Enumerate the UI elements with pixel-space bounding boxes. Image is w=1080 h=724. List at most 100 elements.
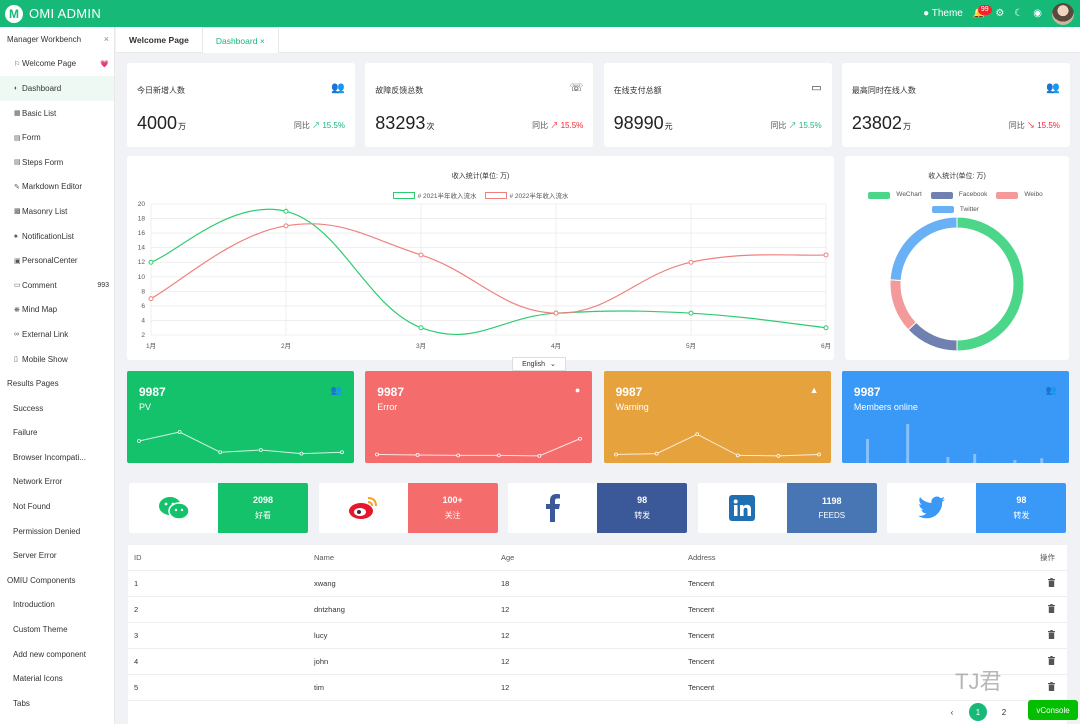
sidebar-item-markdown-editor[interactable]: ✎ Markdown Editor xyxy=(0,175,114,200)
legend-item[interactable]: WeChart xyxy=(868,189,925,201)
sidebar-item-result[interactable]: Not Found xyxy=(0,494,114,519)
legend-2022[interactable]: # 2022半年收入流水 xyxy=(484,190,568,200)
stat-title: 今日新增人数 xyxy=(137,86,185,95)
metric-card: 9987 Members online 👥 xyxy=(841,371,1069,463)
notification-button[interactable]: 🔔 99 xyxy=(973,5,992,19)
theme-button[interactable]: ● Theme xyxy=(923,8,963,19)
sidebar-item-result[interactable]: Success xyxy=(0,396,114,421)
column-header[interactable]: Address xyxy=(688,553,716,562)
sidebar-item-external-link[interactable]: ∞ External Link xyxy=(0,322,114,347)
social-label: 关注 xyxy=(444,511,461,520)
sidebar-item-result[interactable]: Permission Denied xyxy=(0,519,114,544)
pie-slice[interactable] xyxy=(889,279,917,331)
prev-page-button[interactable]: ‹ xyxy=(950,707,954,717)
data-point[interactable] xyxy=(823,252,829,258)
delete-icon[interactable] xyxy=(988,578,1067,589)
data-point[interactable] xyxy=(823,325,829,331)
social-card-wechat[interactable]: 2098 好看 xyxy=(129,483,308,533)
social-card-linkedin[interactable]: 1198 FEEDS xyxy=(697,483,877,533)
sidebar-item-notificationlist[interactable]: ♠ NotificationList xyxy=(0,224,114,249)
data-point[interactable] xyxy=(418,252,424,258)
settings-icon[interactable]: ⚙ xyxy=(995,8,1005,19)
y-tick-label: 18 xyxy=(138,216,146,223)
sidebar-item-component[interactable]: Introduction xyxy=(0,593,114,618)
delete-icon[interactable] xyxy=(988,630,1067,641)
sidebar-item-dashboard[interactable]: ◐ Dashboard xyxy=(0,76,114,101)
tab-welcome-page[interactable]: Welcome Page xyxy=(116,27,202,53)
sidebar-item-result[interactable]: Browser Incompati... xyxy=(0,445,114,470)
sidebar-group-components[interactable]: OMIU Components xyxy=(0,568,114,593)
data-point[interactable] xyxy=(553,310,559,316)
legend-label: Weibo xyxy=(1024,191,1043,198)
tab-dashboard[interactable]: Dashboard × xyxy=(201,27,279,53)
data-point[interactable] xyxy=(148,296,154,302)
avatar[interactable] xyxy=(1052,2,1074,25)
column-header[interactable]: Age xyxy=(501,553,515,562)
column-header[interactable]: Name xyxy=(314,553,335,562)
github-icon[interactable]: ◉ xyxy=(1033,8,1042,19)
sidebar-item-mobile-show[interactable]: ▯ Mobile Show xyxy=(0,347,114,372)
close-icon[interactable]: × xyxy=(103,34,109,45)
sidebar-label: Add new component xyxy=(13,649,86,659)
column-header[interactable]: ID xyxy=(134,553,142,562)
sidebar-item-component[interactable]: Tabs xyxy=(0,691,114,716)
data-point[interactable] xyxy=(688,259,694,265)
close-icon[interactable]: × xyxy=(259,35,265,46)
page-button[interactable]: 2 xyxy=(1001,707,1007,717)
legend-item[interactable]: Twitter xyxy=(931,204,982,216)
sidebar-group-workbench[interactable]: Manager Workbench × xyxy=(0,27,114,52)
sidebar-item-component[interactable]: Custom Theme xyxy=(0,617,114,642)
table-row: 4 john 12 Tencent xyxy=(128,649,1067,675)
column-header[interactable]: 操作 xyxy=(1040,553,1055,562)
y-tick-label: 8 xyxy=(141,288,145,295)
sidebar-item-result[interactable]: Network Error xyxy=(0,470,114,495)
legend-item[interactable]: Facebook xyxy=(930,189,991,201)
dark-mode-icon[interactable]: ☾ xyxy=(1014,8,1024,19)
delete-icon[interactable] xyxy=(988,682,1067,693)
sidebar-item-masonry-list[interactable]: ▩ Masonry List xyxy=(0,199,114,224)
delete-icon[interactable] xyxy=(988,604,1067,615)
language-select[interactable]: English ⌄ xyxy=(512,357,566,371)
pie-slice[interactable] xyxy=(907,321,958,352)
page-button[interactable]: 1 xyxy=(969,703,987,721)
sidebar-item-result[interactable]: Failure xyxy=(0,421,114,446)
pie-slice[interactable] xyxy=(956,216,1025,352)
social-card-twitter[interactable]: 98 转发 xyxy=(887,483,1067,533)
sidebar-item-steps-form[interactable]: ▤ Steps Form xyxy=(0,150,114,175)
data-point[interactable] xyxy=(148,259,154,265)
sparkline-point xyxy=(415,453,420,457)
sidebar-icon: ▦ xyxy=(14,110,21,118)
table-cell: 3 xyxy=(134,631,139,640)
sidebar-item-result[interactable]: Server Error xyxy=(0,543,114,568)
data-point[interactable] xyxy=(418,325,424,331)
sidebar-item-personalcenter[interactable]: ▣ PersonalCenter xyxy=(0,248,114,273)
sidebar-item-component[interactable]: Add new component xyxy=(0,642,114,667)
pie-slice[interactable] xyxy=(889,216,958,282)
metric-label: Warning xyxy=(615,402,649,412)
sidebar-item-comment[interactable]: ▭ Comment 993 xyxy=(0,273,114,298)
legend-item[interactable]: Weibo xyxy=(996,189,1045,201)
data-point[interactable] xyxy=(688,310,694,316)
sidebar-group-results[interactable]: Results Pages xyxy=(0,371,114,396)
legend-2021[interactable]: # 2021半年收入流水 xyxy=(392,190,477,200)
social-card-facebook[interactable]: 98 转发 xyxy=(508,483,688,533)
social-card-weibo[interactable]: 100+ 关注 xyxy=(318,483,498,533)
sparkline-point xyxy=(137,439,141,443)
sidebar-label: Network Error xyxy=(13,477,63,487)
compare-label: 同比 xyxy=(1008,121,1025,130)
tab-bar: Welcome Page Dashboard × xyxy=(116,27,1080,53)
social-stat: 1198 FEEDS xyxy=(786,483,877,533)
sidebar-label: Server Error xyxy=(13,551,57,561)
data-point[interactable] xyxy=(283,223,289,229)
sidebar-item-mind-map[interactable]: ❋ Mind Map xyxy=(0,298,114,323)
vconsole-button[interactable]: vConsole xyxy=(1028,700,1078,720)
sidebar-item-welcome-page[interactable]: ⚐ Welcome Page 💗 xyxy=(0,52,114,77)
sidebar-item-basic-list[interactable]: ▦ Basic List xyxy=(0,101,114,126)
social-value: 2098 xyxy=(252,495,274,505)
delete-icon[interactable] xyxy=(988,656,1067,667)
sidebar-item-form[interactable]: ▤ Form xyxy=(0,125,114,150)
data-point[interactable] xyxy=(283,208,289,214)
sidebar-label: Tabs xyxy=(13,698,30,708)
sidebar-item-component[interactable]: Material Icons xyxy=(0,666,114,691)
stat-title: 最高同时在线人数 xyxy=(851,86,916,95)
